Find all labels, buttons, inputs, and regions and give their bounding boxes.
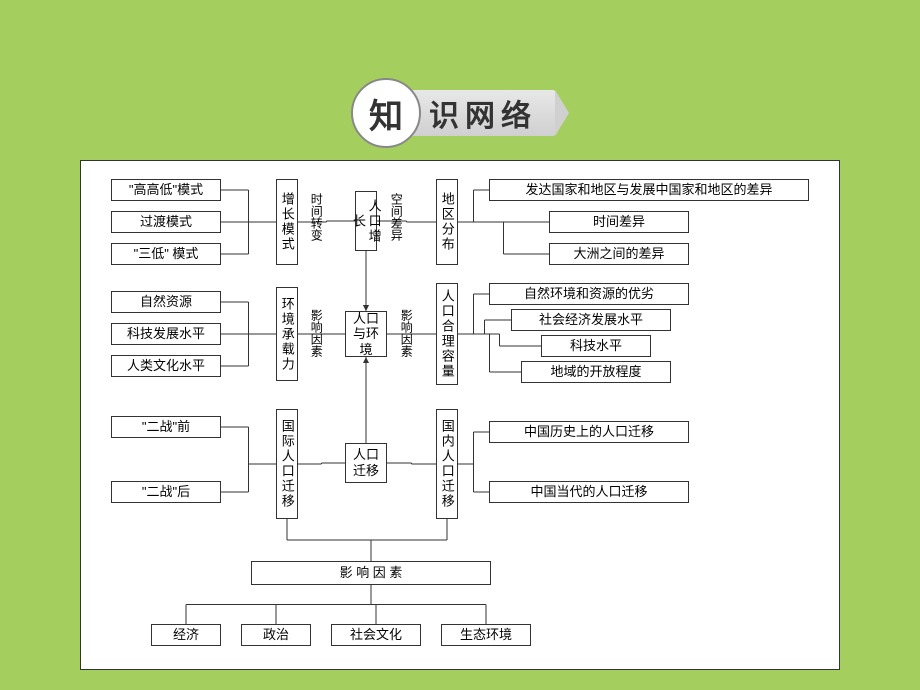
node-gm2: 过渡模式 xyxy=(111,211,221,233)
node-intlMig: 国际人口迁移 xyxy=(276,409,298,519)
node-gm3: "三低" 模式 xyxy=(111,243,221,265)
node-domMig: 国内人口迁移 xyxy=(436,409,458,519)
knowledge-network-diagram: "高高低"模式过渡模式 "三低" 模式 增长模式 人口增长 地区分布 发达国家和地区与发展… xyxy=(80,160,840,670)
node-pre: "二战"前 xyxy=(111,416,221,438)
node-f2: 政治 xyxy=(241,624,311,646)
node-dm1: 中国历史上的人口迁移 xyxy=(489,421,689,443)
node-popGrowth: 人口增长 xyxy=(355,191,377,251)
node-rc4: 地域的开放程度 xyxy=(521,361,671,383)
node-env1: 自然资源 xyxy=(111,291,221,313)
node-core: 人口与环境 xyxy=(345,311,387,357)
label-inflFactor2: 影响因素 xyxy=(399,309,412,357)
node-gm1: "高高低"模式 xyxy=(111,179,221,201)
node-regionDist: 地区分布 xyxy=(436,179,458,265)
node-growthMode: 增长模式 xyxy=(276,179,298,265)
label-spaceDiff: 空间差异 xyxy=(389,193,402,241)
node-f4: 生态环境 xyxy=(441,624,531,646)
title-circle: 知 xyxy=(351,78,421,148)
title-first-char: 知 xyxy=(369,89,403,138)
node-rc2: 社会经济发展水平 xyxy=(511,309,671,331)
node-env2: 科技发展水平 xyxy=(111,323,221,345)
node-env3: 人类文化水平 xyxy=(111,355,221,377)
node-reasonCap: 人口合理容量 xyxy=(436,283,458,385)
node-post: "二战"后 xyxy=(111,481,221,503)
page-title: 知 识网络 xyxy=(351,78,569,148)
label-timeChange: 时间转变 xyxy=(309,193,322,241)
node-dm2: 中国当代的人口迁移 xyxy=(489,481,689,503)
node-f3: 社会文化 xyxy=(331,624,421,646)
connector-lines xyxy=(81,161,839,669)
title-arrow-icon xyxy=(555,90,569,136)
node-mig: 人口迁移 xyxy=(345,443,387,483)
node-infl: 影 响 因 素 xyxy=(251,561,491,585)
node-f1: 经济 xyxy=(151,624,221,646)
title-rest: 识网络 xyxy=(403,90,555,136)
node-rd2: 时间差异 xyxy=(549,211,689,233)
node-rd3: 大洲之间的差异 xyxy=(549,243,689,265)
label-inflFactor1: 影响因素 xyxy=(309,309,322,357)
node-rc3: 科技水平 xyxy=(541,335,651,357)
node-envCap: 环境承载力 xyxy=(276,287,298,381)
node-rd1: 发达国家和地区与发展中国家和地区的差异 xyxy=(489,179,809,201)
node-rc1: 自然环境和资源的优劣 xyxy=(489,283,689,305)
